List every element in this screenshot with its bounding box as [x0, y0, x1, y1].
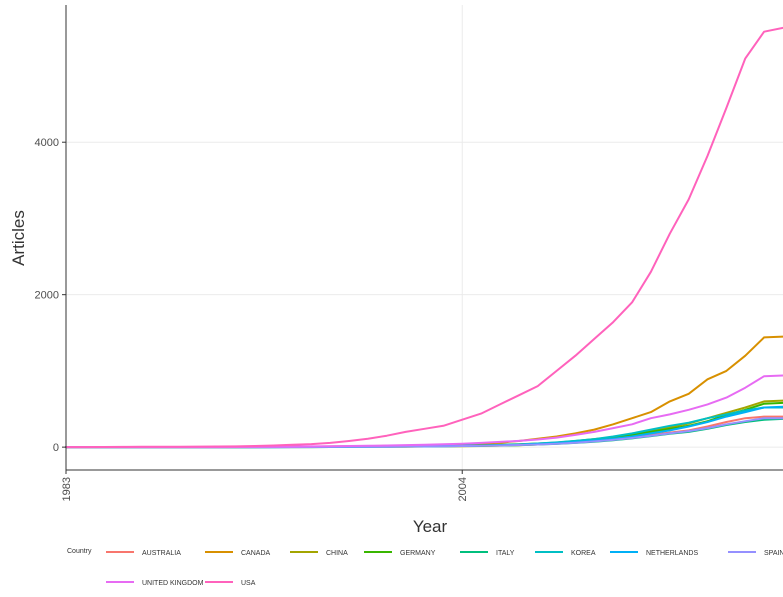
x-tick-label: 1983: [61, 477, 73, 501]
y-axis-title: Articles: [9, 210, 28, 266]
x-axis-title: Year: [413, 517, 448, 536]
y-tick-label: 4000: [35, 137, 59, 149]
series-line-canada: [65, 335, 783, 449]
legend-title: Country: [67, 548, 92, 555]
series-line-united-kingdom: [65, 374, 783, 449]
legend-label: ITALY: [496, 550, 515, 557]
legend-label: SPAIN: [764, 550, 783, 557]
tick-labels: 0 2000 4000 1983 2004: [35, 137, 470, 501]
y-tick-label: 0: [53, 442, 59, 454]
series-line-spain: [65, 417, 783, 449]
axes: [62, 5, 783, 474]
legend-label: CHINA: [326, 550, 348, 557]
legend-label: USA: [241, 580, 256, 587]
y-tick-label: 2000: [35, 290, 59, 302]
series-line-usa: [65, 26, 783, 449]
legend: Country AUSTRALIA CANADA CHINA GERMANY ITALY…: [67, 548, 783, 587]
legend-label: CANADA: [241, 550, 271, 557]
legend-label: KOREA: [571, 550, 596, 557]
legend-label: GERMANY: [400, 550, 436, 557]
legend-label: NETHERLANDS: [646, 550, 698, 557]
legend-label: AUSTRALIA: [142, 550, 181, 557]
grid: [65, 5, 783, 470]
legend-label: UNITED KINGDOM: [142, 580, 204, 587]
x-tick-label: 2004: [457, 477, 469, 501]
series-lines: [65, 26, 783, 449]
series-line-china: [65, 399, 783, 449]
